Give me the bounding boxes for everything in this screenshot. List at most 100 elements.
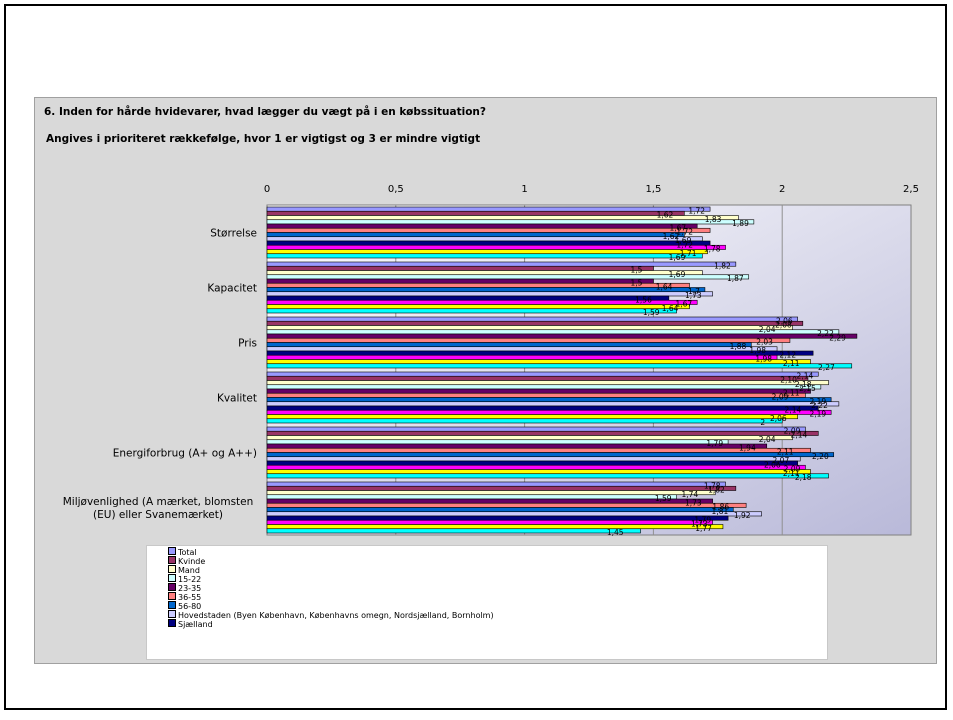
data-label: 2,09 xyxy=(784,465,801,474)
bar xyxy=(266,515,729,521)
data-label: 1,79 xyxy=(694,515,711,524)
data-label: 1,83 xyxy=(705,215,722,224)
data-label: 1,67 xyxy=(669,223,686,232)
data-label: 2,09 xyxy=(784,426,801,435)
bar xyxy=(266,397,832,403)
bar xyxy=(266,308,677,314)
legend-label: Kvinde xyxy=(178,557,206,566)
bar xyxy=(266,371,819,377)
data-label: 1,72 xyxy=(676,228,693,237)
data-label: 1,7 xyxy=(688,287,700,296)
bar xyxy=(266,304,690,310)
legend-swatch xyxy=(168,592,176,600)
legend-label: Sjælland xyxy=(178,620,213,629)
bar xyxy=(266,236,703,242)
data-label: 1,94 xyxy=(739,443,756,452)
legend-item: Mand xyxy=(168,565,200,575)
legend-label: 56-80 xyxy=(178,602,202,611)
data-label: 1,81 xyxy=(712,507,729,516)
bar xyxy=(266,363,853,369)
data-label: 2,27 xyxy=(818,363,835,372)
data-label: 2,09 xyxy=(772,393,789,402)
bar xyxy=(266,524,724,530)
x-tick-label: 0 xyxy=(264,184,270,195)
legend-item: 36-55 xyxy=(168,592,202,602)
data-label: 1,69 xyxy=(669,253,686,262)
bar xyxy=(266,456,801,462)
bar xyxy=(266,232,685,238)
bar xyxy=(266,405,819,411)
data-label: 1,98 xyxy=(755,355,772,364)
bar xyxy=(266,240,711,246)
bar xyxy=(266,511,762,517)
bar xyxy=(266,223,698,229)
bar xyxy=(266,253,703,259)
legend-item: Sjælland xyxy=(168,619,213,629)
bar xyxy=(266,261,737,267)
plot-area xyxy=(266,204,912,536)
bar xyxy=(266,350,814,356)
data-label: 2,03 xyxy=(756,338,773,347)
bar xyxy=(266,337,791,343)
data-label: 2,11 xyxy=(783,469,800,478)
bar xyxy=(266,485,737,491)
chart-subtitle: Angives i prioriteret rækkefølge, hvor 1… xyxy=(46,133,481,145)
data-label: 1,73 xyxy=(691,520,708,529)
data-label: 2,19 xyxy=(809,397,826,406)
bar xyxy=(266,244,726,250)
data-label: 1,72 xyxy=(688,206,705,215)
data-label: 1,78 xyxy=(704,481,721,490)
bar xyxy=(266,414,798,420)
x-tick-labels: 0 0,5 1 1,5 2 2,5 xyxy=(264,184,919,195)
bar xyxy=(266,206,711,212)
data-label: 2,14 xyxy=(785,405,802,414)
bar xyxy=(266,507,734,513)
bar xyxy=(266,375,809,381)
data-label: 1,62 xyxy=(657,211,674,220)
legend xyxy=(146,545,828,660)
legend-label: Mand xyxy=(178,566,200,575)
bar xyxy=(266,329,840,335)
data-label: 1,5 xyxy=(630,278,642,287)
bar xyxy=(266,392,806,398)
bar xyxy=(266,384,822,390)
data-label: 1,5 xyxy=(630,266,642,275)
x-tick-label: 1,5 xyxy=(645,184,661,195)
bar xyxy=(266,464,806,470)
data-label: 1,62 xyxy=(663,232,680,241)
legend-label: Hovedstaden (Byen København, Københavns … xyxy=(178,611,494,620)
legend-item: Kvinde xyxy=(168,556,206,566)
legend-label: 23-35 xyxy=(178,584,202,593)
legend-label: Total xyxy=(178,548,197,557)
bar xyxy=(266,287,706,293)
bar xyxy=(266,481,726,487)
data-label: 2,14 xyxy=(791,431,808,440)
data-label: 2,11 xyxy=(783,359,800,368)
data-label: 2,10 xyxy=(780,376,797,385)
bar xyxy=(266,519,713,525)
legend-label: 36-55 xyxy=(178,593,202,602)
bar xyxy=(266,443,768,449)
category-label: Energiforbrug (A+ og A++) xyxy=(113,448,257,460)
legend-swatch xyxy=(168,601,176,609)
data-label: 1,59 xyxy=(655,494,672,503)
data-label: 1,64 xyxy=(656,283,673,292)
legend-swatch xyxy=(168,619,176,627)
bar xyxy=(266,278,654,284)
legend-item: Total xyxy=(168,547,197,557)
bar xyxy=(266,346,778,352)
data-label: 1,71 xyxy=(680,249,697,258)
bar xyxy=(266,388,811,394)
x-tick-label: 1 xyxy=(521,184,527,195)
data-label: 1,64 xyxy=(662,304,679,313)
legend-swatch xyxy=(168,610,176,618)
data-label: 1,67 xyxy=(675,300,692,309)
data-label: 2,11 xyxy=(783,388,800,397)
data-label: 2,19 xyxy=(809,410,826,419)
data-label: 2,29 xyxy=(829,333,846,342)
legend-swatch xyxy=(168,547,176,555)
data-label: 1,45 xyxy=(607,528,624,537)
bar xyxy=(266,320,804,326)
bar xyxy=(266,359,811,365)
